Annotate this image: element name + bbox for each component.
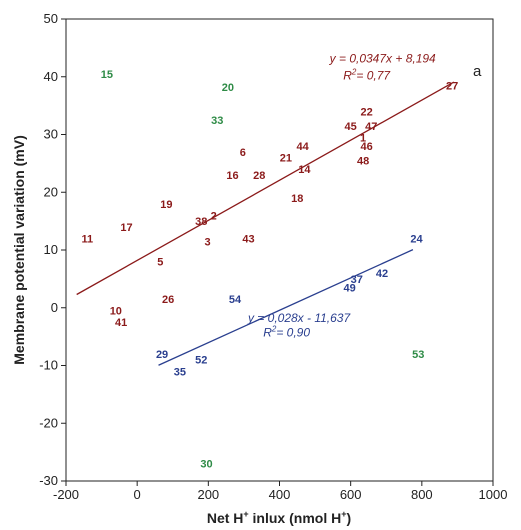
data-point-16: 16 <box>226 170 238 182</box>
y-tick-label: -10 <box>39 358 58 373</box>
data-point-22: 22 <box>361 106 373 118</box>
data-point-3: 3 <box>205 236 211 248</box>
r-squared-blue: R2= 0,90 <box>263 325 310 340</box>
regression-line-red <box>76 81 455 296</box>
data-point-46: 46 <box>361 141 373 153</box>
x-axis-title-end: ) <box>346 510 351 526</box>
data-point-38: 38 <box>195 216 207 228</box>
x-tick-label: 600 <box>340 487 362 502</box>
data-point-30: 30 <box>200 459 212 471</box>
data-point-6: 6 <box>240 147 246 159</box>
y-tick-label: 0 <box>51 300 58 315</box>
data-point-27: 27 <box>446 80 458 92</box>
data-point-18: 18 <box>291 193 303 205</box>
x-axis-title-sup1: + <box>243 509 248 519</box>
x-tick-label: 400 <box>269 487 291 502</box>
data-point-19: 19 <box>160 199 172 211</box>
axis-ticks: -200 0 200 400 600 800 1000 -30 -20 -10 0 10 20 30 40 5… <box>39 11 507 502</box>
data-point-17: 17 <box>120 222 132 234</box>
data-point-41: 41 <box>115 317 127 329</box>
data-point-29: 29 <box>156 349 168 361</box>
data-point-44: 44 <box>297 141 310 153</box>
y-tick-label: -20 <box>39 415 58 430</box>
regression-equation-blue: y = 0,028x - 11,637 <box>247 311 352 325</box>
x-tick-label: 200 <box>197 487 219 502</box>
data-point-24: 24 <box>410 233 423 245</box>
data-point-48: 48 <box>357 155 369 167</box>
regression-equation-red: y = 0,0347x + 8,194 <box>329 51 436 65</box>
y-tick-label: 10 <box>44 242 58 257</box>
data-point-35: 35 <box>174 366 186 378</box>
x-axis-title: Net H+ inlux (nmol H+) <box>207 509 351 526</box>
x-tick-label: 1000 <box>479 487 508 502</box>
data-point-5: 5 <box>157 257 163 269</box>
data-point-14: 14 <box>298 164 311 176</box>
data-point-2: 2 <box>211 210 217 222</box>
y-tick-label: -30 <box>39 473 58 488</box>
data-point-52: 52 <box>195 355 207 367</box>
data-point-1: 1 <box>360 132 366 144</box>
x-tick-label: -200 <box>53 487 79 502</box>
data-point-15: 15 <box>101 69 113 81</box>
regression-equations: y = 0,0347x + 8,194 R2= 0,77 y = 0,028x - … <box>247 51 436 339</box>
data-point-37: 37 <box>351 274 363 286</box>
x-tick-label: 0 <box>134 487 141 502</box>
data-point-11: 11 <box>82 233 94 245</box>
y-tick-label: 50 <box>44 11 58 26</box>
regression-line-blue <box>158 249 414 366</box>
data-point-54: 54 <box>229 294 242 306</box>
data-point-21: 21 <box>280 153 292 165</box>
y-tick-label: 20 <box>44 184 58 199</box>
x-axis-title-middle: inlux (nmol H <box>249 510 342 526</box>
data-point-42: 42 <box>376 268 388 280</box>
y-axis-title: Membrane potential variation (mV) <box>11 135 27 364</box>
data-point-33: 33 <box>211 115 223 127</box>
x-axis-title-sup2: + <box>341 509 346 519</box>
y-tick-label: 40 <box>44 69 58 84</box>
data-point-20: 20 <box>222 82 234 94</box>
data-point-26: 26 <box>162 294 174 306</box>
data-point-10: 10 <box>110 306 122 318</box>
r-squared-red: R2= 0,77 <box>343 68 391 83</box>
x-axis-title-prefix: Net H <box>207 510 244 526</box>
regression-lines <box>76 81 455 366</box>
x-tick-label: 800 <box>411 487 433 502</box>
plot-frame <box>65 18 494 482</box>
data-point-49: 49 <box>343 283 355 295</box>
data-point-47: 47 <box>365 121 377 133</box>
data-point-28: 28 <box>253 170 265 182</box>
data-point-53: 53 <box>412 349 424 361</box>
panel-label: a <box>473 63 482 80</box>
data-point-45: 45 <box>345 121 357 133</box>
y-tick-label: 30 <box>44 127 58 142</box>
data-point-43: 43 <box>242 233 254 245</box>
